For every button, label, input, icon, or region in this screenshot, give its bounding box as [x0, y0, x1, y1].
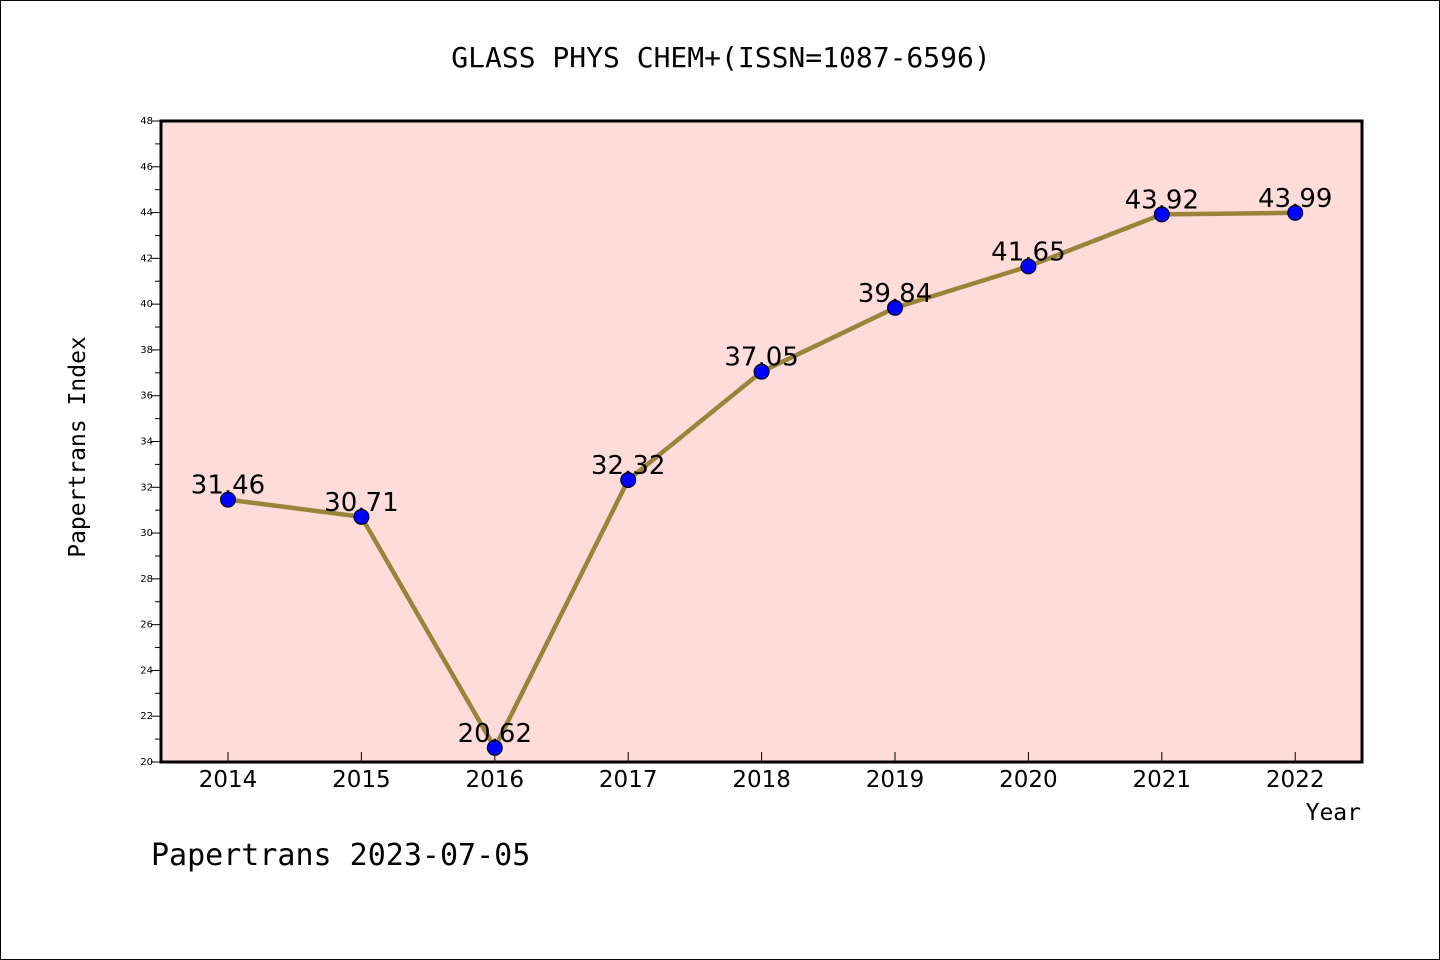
y-tick-label: 26: [140, 620, 153, 631]
data-point: [220, 491, 236, 508]
data-label: 31.46: [191, 471, 265, 501]
y-tick-label: 32: [140, 482, 153, 493]
data-label: 43.99: [1258, 184, 1332, 214]
data-point: [486, 739, 503, 756]
data-labels: 31.46 30.71 20.62 32.32 37.05 39.84 41.65 43.92…: [191, 184, 1333, 749]
data-label: 41.65: [991, 237, 1065, 267]
data-point: [620, 471, 637, 488]
x-tick-label: 2017: [599, 767, 658, 793]
data-label: 37.05: [724, 343, 798, 373]
y-tick-label: 36: [140, 391, 153, 402]
x-axis: 2014 2015 2016 2017 2018 2019 2020 2021 2022: [199, 752, 1325, 793]
x-tick-label: 2020: [999, 767, 1058, 793]
data-label: 30.71: [324, 488, 398, 518]
x-tick-label: 2018: [732, 767, 791, 793]
x-axis-label: Year: [1306, 800, 1361, 826]
x-tick-label: 2015: [332, 767, 391, 793]
data-label: 39.84: [858, 279, 932, 309]
y-tick-label: 46: [140, 162, 153, 173]
y-tick-label: 30: [140, 528, 153, 539]
footer-watermark: Papertrans 2023-07-05: [151, 838, 530, 873]
y-tick-label: 22: [140, 711, 153, 722]
data-label: 32.32: [591, 451, 665, 481]
y-tick-label: 38: [140, 345, 153, 356]
chart-title: GLASS PHYS CHEM+(ISSN=1087-6596): [451, 41, 990, 74]
y-tick-label: 34: [140, 437, 153, 448]
x-tick-label: 2021: [1133, 767, 1192, 793]
data-label: 20.62: [458, 719, 532, 749]
data-point: [887, 299, 903, 316]
data-point: [1287, 204, 1304, 221]
y-tick-label: 48: [140, 116, 153, 127]
y-tick-label: 28: [140, 574, 153, 585]
data-point: [1153, 206, 1170, 223]
y-axis: 20 22 24 26 28 30 32 34 36 38 40 42 44 46 48: [140, 116, 161, 768]
data-point: [753, 363, 770, 380]
y-tick-label: 40: [140, 299, 153, 310]
data-label: 43.92: [1125, 185, 1199, 215]
plot-area: [159, 119, 1364, 764]
y-tick-label: 42: [140, 253, 153, 264]
x-tick-label: 2016: [466, 767, 525, 793]
x-tick-label: 2019: [866, 767, 925, 793]
data-point: [353, 508, 370, 525]
y-tick-label: 44: [140, 208, 153, 219]
data-point: [1020, 258, 1037, 275]
data-markers: [220, 204, 1304, 756]
y-tick-label: 20: [140, 757, 153, 768]
x-tick-label: 2014: [199, 767, 258, 793]
y-axis-label: Papertrans Index: [65, 336, 91, 558]
x-tick-label: 2022: [1266, 767, 1325, 793]
y-tick-label: 24: [140, 665, 153, 676]
